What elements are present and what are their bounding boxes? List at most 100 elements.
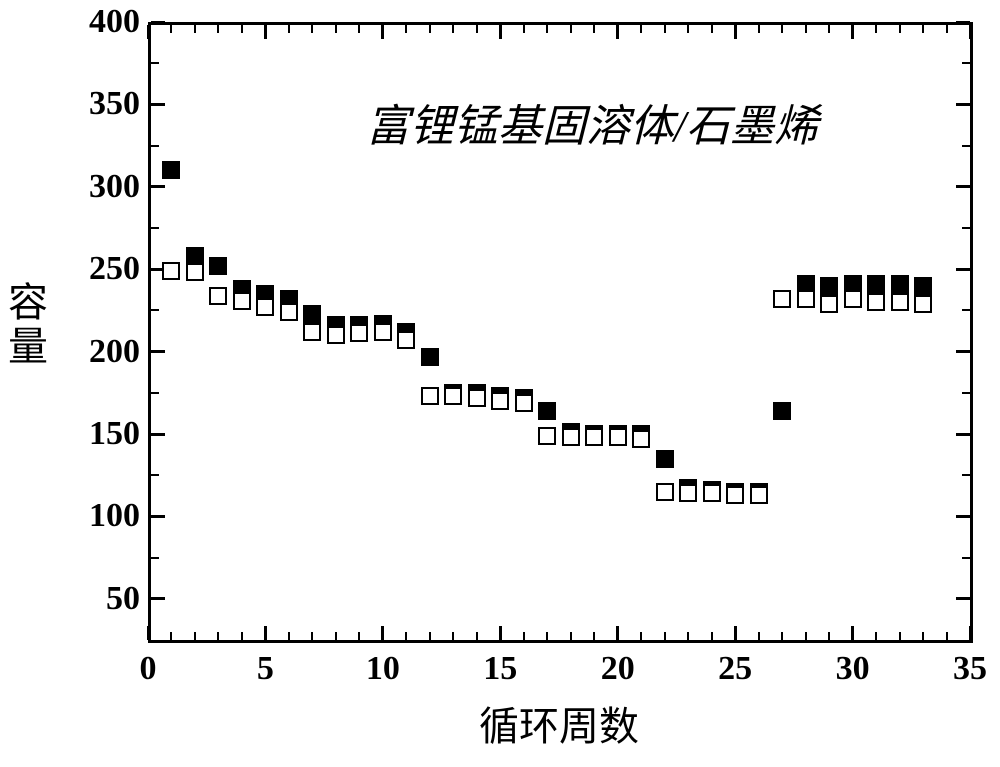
x-tick-minor-top: [899, 25, 901, 33]
x-tick-minor: [335, 632, 337, 640]
data-marker-open: [632, 430, 650, 448]
x-tick-major-top: [969, 25, 972, 39]
x-tick-minor: [546, 632, 548, 640]
data-marker-open: [844, 290, 862, 308]
y-tick-label: 100: [76, 497, 140, 535]
x-tick-major-top: [851, 25, 854, 39]
data-marker-open: [750, 486, 768, 504]
x-tick-minor: [523, 632, 525, 640]
data-marker-open: [609, 428, 627, 446]
y-tick-minor-right: [962, 145, 970, 147]
data-marker-filled: [162, 161, 180, 179]
y-axis-title: 容量: [6, 281, 50, 369]
x-tick-minor-top: [523, 25, 525, 33]
x-tick-label: 35: [953, 650, 987, 688]
data-marker-open: [256, 298, 274, 316]
y-tick-label: 200: [76, 333, 140, 371]
x-tick-minor-top: [311, 25, 313, 33]
x-tick-minor: [640, 632, 642, 640]
x-tick-minor: [311, 632, 313, 640]
x-tick-major: [969, 626, 972, 640]
x-tick-minor: [687, 632, 689, 640]
x-tick-minor-top: [922, 25, 924, 33]
x-tick-minor-top: [664, 25, 666, 33]
data-marker-filled: [773, 402, 791, 420]
x-tick-label: 25: [718, 650, 752, 688]
x-tick-major-top: [616, 25, 619, 39]
y-tick-minor: [151, 145, 159, 147]
y-tick-major-right: [956, 597, 970, 600]
axis-line: [148, 640, 973, 643]
y-tick-minor-right: [962, 62, 970, 64]
x-tick-minor-top: [170, 25, 172, 33]
x-tick-minor: [946, 632, 948, 640]
data-marker-filled: [186, 247, 204, 265]
y-tick-major: [151, 103, 165, 106]
y-tick-label: 400: [76, 3, 140, 41]
y-tick-major-right: [956, 350, 970, 353]
x-tick-minor: [758, 632, 760, 640]
x-tick-minor-top: [452, 25, 454, 33]
y-tick-minor: [151, 309, 159, 311]
x-tick-minor-top: [593, 25, 595, 33]
y-tick-label: 250: [76, 250, 140, 288]
y-tick-major-right: [956, 21, 970, 24]
data-marker-open: [585, 428, 603, 446]
data-marker-open: [491, 392, 509, 410]
data-marker-filled: [891, 275, 909, 293]
x-tick-minor-top: [405, 25, 407, 33]
x-tick-minor-top: [476, 25, 478, 33]
x-tick-major: [499, 626, 502, 640]
x-tick-major: [734, 626, 737, 640]
y-tick-major-right: [956, 268, 970, 271]
y-tick-major: [151, 515, 165, 518]
x-tick-minor: [805, 632, 807, 640]
x-tick-minor: [476, 632, 478, 640]
data-marker-open: [350, 324, 368, 342]
x-tick-major-top: [734, 25, 737, 39]
x-tick-minor-top: [241, 25, 243, 33]
x-tick-minor-top: [570, 25, 572, 33]
x-tick-minor: [405, 632, 407, 640]
x-tick-minor: [828, 632, 830, 640]
data-marker-open: [562, 428, 580, 446]
x-tick-minor-top: [335, 25, 337, 33]
data-marker-open: [820, 295, 838, 313]
x-tick-minor: [593, 632, 595, 640]
x-tick-major: [147, 626, 150, 640]
x-tick-minor-top: [687, 25, 689, 33]
data-marker-open: [773, 290, 791, 308]
y-tick-major-right: [956, 515, 970, 518]
axis-line: [148, 22, 973, 25]
x-tick-major-top: [381, 25, 384, 39]
x-tick-minor-top: [781, 25, 783, 33]
x-tick-minor: [170, 632, 172, 640]
y-tick-major-right: [956, 433, 970, 436]
x-tick-label: 10: [366, 650, 400, 688]
data-marker-filled: [656, 450, 674, 468]
data-marker-open: [397, 331, 415, 349]
x-tick-minor-top: [875, 25, 877, 33]
y-tick-major-right: [956, 103, 970, 106]
chart-title: 富锂锰基固溶体/石墨烯: [366, 90, 818, 154]
data-marker-open: [209, 287, 227, 305]
data-marker-filled: [867, 275, 885, 293]
x-tick-minor: [875, 632, 877, 640]
x-tick-label: 20: [601, 650, 635, 688]
data-marker-open: [891, 293, 909, 311]
data-marker-filled: [538, 402, 556, 420]
x-tick-minor-top: [288, 25, 290, 33]
x-tick-minor-top: [358, 25, 360, 33]
data-marker-open: [280, 303, 298, 321]
x-tick-major: [264, 626, 267, 640]
data-marker-open: [515, 394, 533, 412]
x-tick-major: [851, 626, 854, 640]
x-tick-major-top: [147, 25, 150, 39]
y-tick-minor-right: [962, 309, 970, 311]
y-tick-minor-right: [962, 227, 970, 229]
data-marker-open: [867, 293, 885, 311]
data-marker-filled: [914, 277, 932, 295]
data-marker-filled: [820, 277, 838, 295]
y-tick-major: [151, 433, 165, 436]
x-tick-minor: [452, 632, 454, 640]
